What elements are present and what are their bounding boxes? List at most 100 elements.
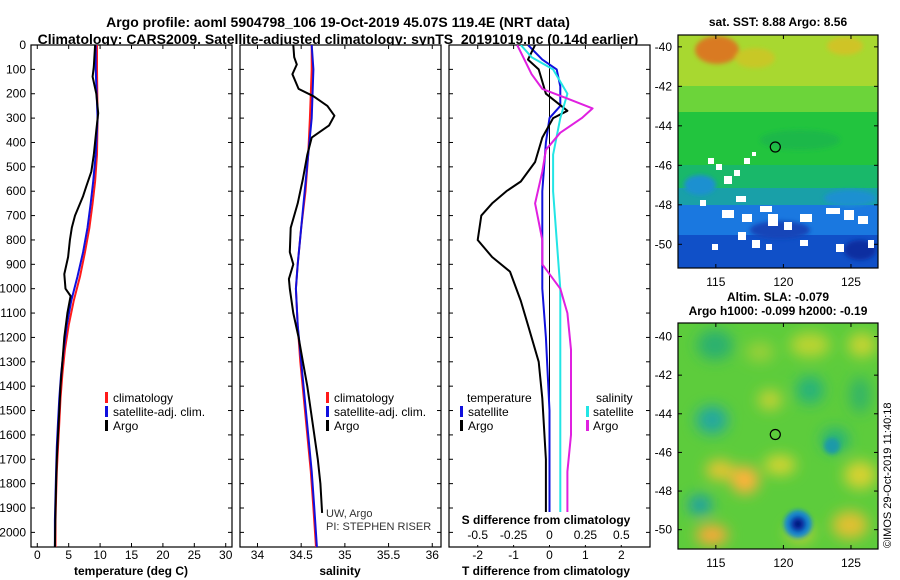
lat-tick-label: -42 <box>655 368 673 382</box>
lon-tick-label: 120 <box>773 275 793 289</box>
lat-tick-label: -46 <box>655 445 673 459</box>
difference-xlabel: T difference from climatology <box>462 564 630 578</box>
depth-tick-label: 1500 <box>0 404 26 418</box>
x-tick-label: 30 <box>219 548 233 562</box>
salinity-legend: climatology satellite-adj. clim. Argo <box>326 391 426 433</box>
depth-tick-label: 800 <box>6 233 26 247</box>
salinity-plot-frame <box>239 44 442 548</box>
temperature-x-axis: 0 5 10 15 20 25 30 <box>31 44 233 562</box>
difference-legend: temperature satellite Argo salinity sate… <box>460 391 634 433</box>
depth-tick-label: 1300 <box>0 355 26 369</box>
salinity-annotation-uw: UW, Argo <box>326 508 372 520</box>
depth-tick-label: 1100 <box>0 306 26 320</box>
sla-profile-marker <box>769 428 781 441</box>
legend-swatch-climatology <box>326 392 329 403</box>
figure-title-line1: Argo profile: aoml 5904798_106 19-Oct-20… <box>106 14 570 30</box>
legend-satellite: satellite-adj. clim. <box>113 405 205 419</box>
legend-swatch-temp-satellite <box>460 406 463 417</box>
salinity-xlabel: salinity <box>319 564 361 578</box>
legend-swatch-argo <box>105 420 108 431</box>
series-line-satellite-adj-clim- <box>294 45 318 547</box>
s-tick-label: 0.25 <box>574 528 598 542</box>
lat-tick-label: -44 <box>655 119 673 133</box>
depth-tick-label: 400 <box>6 135 26 149</box>
depth-tick-label: 500 <box>6 160 26 174</box>
legend-swatch-satellite <box>326 406 329 417</box>
sst-map-frame <box>677 34 879 269</box>
legend-swatch-argo <box>326 420 329 431</box>
temperature-xlabel: temperature (deg C) <box>74 564 188 578</box>
s-axis-label: S difference from climatology <box>462 513 631 527</box>
x-tick-label: 0 <box>546 548 553 562</box>
depth-tick-label: 1000 <box>0 282 26 296</box>
legend-temperature-header: temperature <box>467 391 532 405</box>
depth-tick-label: 1600 <box>0 428 26 442</box>
sla-map: Altim. SLA: -0.079 Argo h1000: -0.099 h2… <box>655 290 879 570</box>
depth-tick-label: 1200 <box>0 330 26 344</box>
sst-map-title: sat. SST: 8.88 Argo: 8.56 <box>709 15 848 29</box>
x-tick-label: 0 <box>34 548 41 562</box>
x-tick-label: 2 <box>618 548 625 562</box>
lat-tick-label: -42 <box>655 79 673 93</box>
s-tick-label: 0 <box>546 528 553 542</box>
legend-swatch-temp-argo <box>460 420 463 431</box>
difference-lines <box>476 45 594 547</box>
depth-tick-label: 1800 <box>0 477 26 491</box>
depth-tick-label: 700 <box>6 209 26 223</box>
lon-tick-label: 125 <box>841 556 861 570</box>
depth-tick-label: 600 <box>6 184 26 198</box>
sla-map-frame <box>677 322 879 550</box>
legend-argo: Argo <box>113 419 139 433</box>
salinity-lines <box>287 45 336 547</box>
salinity-panel: 34 34.5 35 35.5 36 salinity climatology sate… <box>239 44 442 578</box>
sla-map-field <box>678 323 878 549</box>
lon-tick-label: 125 <box>841 275 861 289</box>
temperature-panel: 0100200300400500600700800900100011001200… <box>0 38 233 578</box>
lon-tick-label: 115 <box>706 275 725 289</box>
legend-salinity-header: salinity <box>596 391 633 405</box>
legend-sal-argo: Argo <box>593 419 619 433</box>
x-tick-label: 20 <box>156 548 170 562</box>
series-line-argo <box>287 45 336 513</box>
legend-satellite: satellite-adj. clim. <box>334 405 426 419</box>
depth-tick-label: 1400 <box>0 379 26 393</box>
lat-tick-label: -48 <box>655 198 673 212</box>
depth-axis: 0 100 200 300 400 500 600 700 800 900 1000 1100 1200… <box>0 38 26 539</box>
sla-map-title2: Argo h1000: -0.099 h2000: -0.19 <box>689 304 868 318</box>
legend-temp-satellite: satellite <box>468 405 509 419</box>
x-tick-label: -1 <box>508 548 519 562</box>
x-tick-label: 1 <box>582 548 589 562</box>
temperature-legend: climatology satellite-adj. clim. Argo <box>105 391 205 433</box>
depth-tick-label: 900 <box>6 257 26 271</box>
x-tick-label: 15 <box>125 548 139 562</box>
imos-timestamp: ©IMOS 29-Oct-2019 11:40:18 <box>882 403 894 548</box>
legend-climatology: climatology <box>334 391 394 405</box>
series-line-salinity-satellite <box>520 45 569 533</box>
x-tick-label: 34.5 <box>289 548 313 562</box>
salinity-x-axis: 34 34.5 35 35.5 36 <box>240 44 441 562</box>
depth-tick-label: 2000 <box>0 525 26 539</box>
depth-tick-label: 200 <box>6 87 26 101</box>
figure-title-line2: Climatology: CARS2009. Satellite-adjuste… <box>38 31 639 47</box>
lat-tick-label: -44 <box>655 407 673 421</box>
depth-tick-label: 1900 <box>0 501 26 515</box>
temperature-plot-frame <box>30 44 233 548</box>
legend-temp-argo: Argo <box>468 419 494 433</box>
temperature-lines <box>53 45 100 547</box>
depth-tick-label: 1700 <box>0 452 26 466</box>
lat-tick-label: -40 <box>655 330 673 344</box>
depth-tick-label: 0 <box>19 38 26 52</box>
x-tick-label: 10 <box>93 548 107 562</box>
lat-tick-label: -48 <box>655 484 673 498</box>
sst-cloud-mask <box>700 152 874 252</box>
series-line-argo <box>53 45 100 547</box>
x-tick-label: 35.5 <box>377 548 401 562</box>
s-tick-label: -0.25 <box>500 528 528 542</box>
series-line-temperature-argo <box>476 45 569 533</box>
lat-tick-label: -50 <box>655 237 673 251</box>
salinity-annotation-pi: PI: STEPHEN RISER <box>326 521 431 533</box>
s-axis-box <box>456 512 642 545</box>
legend-swatch-satellite <box>105 406 108 417</box>
series-line-salinity-argo <box>516 45 594 533</box>
